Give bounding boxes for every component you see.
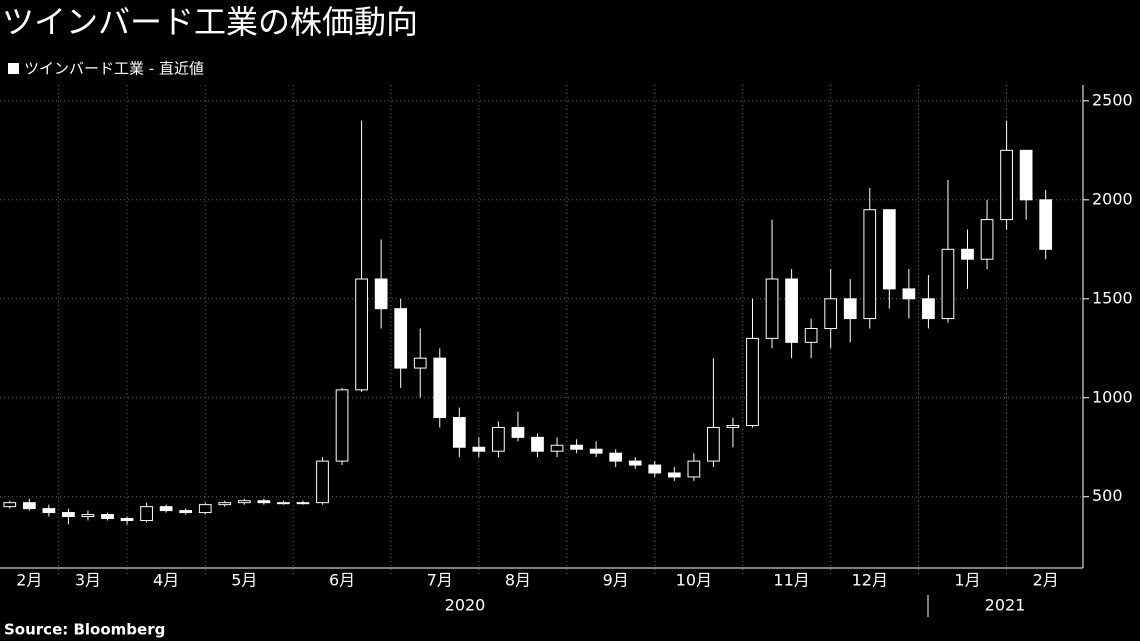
candle-body bbox=[511, 426, 525, 438]
candle-body bbox=[961, 248, 974, 260]
candle-body bbox=[335, 389, 349, 462]
y-tick-label: 500 bbox=[1092, 486, 1123, 505]
candle-body bbox=[179, 510, 193, 514]
x-tick-label: 1月 bbox=[954, 571, 980, 590]
candle-body bbox=[413, 357, 427, 369]
x-tick-label: 8月 bbox=[505, 571, 531, 590]
candle-body bbox=[374, 278, 388, 310]
candle-body bbox=[140, 506, 153, 521]
x-tick-label: 2月 bbox=[16, 571, 42, 590]
candle-body bbox=[941, 248, 955, 320]
candle-body bbox=[609, 452, 623, 462]
legend-label: ツインバード工業 - 直近値 bbox=[24, 60, 204, 78]
candle-body bbox=[922, 298, 935, 320]
candle-body bbox=[198, 504, 212, 514]
candle-body bbox=[882, 209, 896, 290]
candle-body bbox=[687, 460, 701, 478]
candle-body bbox=[22, 502, 36, 510]
candle-body bbox=[492, 426, 505, 452]
candle-body bbox=[316, 460, 329, 504]
candle-body bbox=[237, 500, 251, 504]
chart-title: ツインバード工業の株価動向 bbox=[2, 3, 418, 41]
legend-swatch bbox=[8, 63, 19, 74]
candle-body bbox=[277, 502, 290, 505]
x-tick-label: 2月 bbox=[1033, 571, 1059, 590]
candle-body bbox=[628, 460, 642, 466]
candle-body bbox=[707, 426, 720, 462]
candle-body bbox=[3, 502, 17, 508]
x-tick-label: 4月 bbox=[153, 571, 179, 590]
x-tick-label: 7月 bbox=[427, 571, 453, 590]
candle-body bbox=[902, 288, 916, 300]
candle-body bbox=[1019, 149, 1033, 201]
candle-body bbox=[824, 298, 838, 329]
candle-body bbox=[42, 508, 56, 514]
candle-body bbox=[531, 436, 544, 452]
candle-body bbox=[159, 506, 173, 512]
candle-body bbox=[570, 444, 583, 450]
candle-body bbox=[785, 278, 798, 343]
candle-body bbox=[804, 327, 818, 343]
x-tick-label: 6月 bbox=[329, 571, 355, 590]
candle-body bbox=[667, 472, 681, 478]
candle-body bbox=[648, 464, 662, 474]
y-tick-label: 1500 bbox=[1092, 288, 1133, 307]
candle-body bbox=[355, 278, 368, 391]
candle-body bbox=[980, 219, 994, 260]
candle-body bbox=[433, 357, 447, 419]
x-tick-label: 11月 bbox=[773, 571, 809, 590]
candle-body bbox=[218, 502, 232, 506]
candle-body bbox=[452, 417, 466, 448]
candle-body bbox=[726, 424, 740, 428]
source: Source: Bloomberg bbox=[4, 621, 165, 639]
candle-body bbox=[589, 448, 603, 454]
year-label: 2020 bbox=[445, 596, 486, 615]
y-tick-label: 2000 bbox=[1092, 189, 1133, 208]
candle-body bbox=[765, 278, 779, 339]
x-tick-label: 9月 bbox=[603, 571, 629, 590]
candle-body bbox=[472, 446, 486, 452]
x-tick-label: 10月 bbox=[676, 571, 712, 590]
candle-body bbox=[81, 514, 95, 518]
y-tick-label: 2500 bbox=[1092, 90, 1133, 109]
candle-body bbox=[863, 209, 877, 320]
x-tick-label: 5月 bbox=[231, 571, 257, 590]
candle-body bbox=[394, 308, 408, 369]
candle-body bbox=[1000, 149, 1013, 221]
candle-body bbox=[257, 500, 271, 504]
y-tick-label: 1000 bbox=[1092, 387, 1133, 406]
candle-body bbox=[746, 337, 759, 426]
candle-body bbox=[296, 502, 310, 505]
candle-body bbox=[843, 298, 857, 320]
candle-body bbox=[101, 514, 114, 520]
year-label: 2021 bbox=[985, 596, 1026, 615]
candle-body bbox=[62, 512, 75, 518]
x-tick-label: 12月 bbox=[852, 571, 888, 590]
candle-body bbox=[120, 518, 134, 521]
x-tick-label: 3月 bbox=[75, 571, 101, 590]
candle-body bbox=[550, 444, 564, 452]
candle-body bbox=[1039, 199, 1053, 250]
